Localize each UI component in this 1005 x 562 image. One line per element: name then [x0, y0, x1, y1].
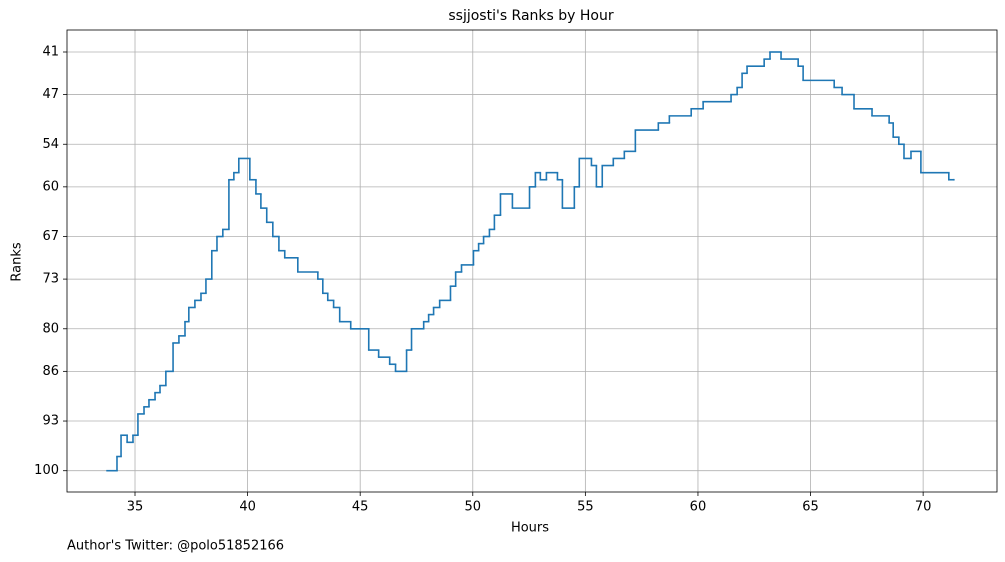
x-tick-label: 65	[802, 500, 819, 515]
x-tick-label: 70	[915, 500, 932, 515]
y-tick-label: 47	[42, 87, 59, 102]
x-axis-label: Hours	[511, 521, 549, 536]
y-tick-label: 54	[42, 137, 59, 152]
y-tick-label: 100	[34, 463, 59, 478]
x-tick-label: 50	[465, 500, 482, 515]
x-tick-label: 60	[690, 500, 707, 515]
y-tick-label: 67	[42, 229, 59, 244]
y-tick-label: 73	[42, 272, 59, 287]
x-tick-label: 35	[127, 500, 144, 515]
y-tick-label: 80	[42, 321, 59, 336]
x-tick-label: 40	[239, 500, 256, 515]
y-tick-label: 41	[42, 45, 59, 60]
chart-title: ssjjosti's Ranks by Hour	[448, 8, 614, 24]
x-tick-label: 45	[352, 500, 369, 515]
step-riser	[116, 52, 950, 471]
plot-frame	[66, 29, 998, 493]
y-tick-label: 86	[42, 364, 59, 379]
x-tick-label: 55	[577, 500, 594, 515]
y-tick-label: 93	[42, 414, 59, 429]
y-axis-label: Ranks	[10, 242, 25, 281]
y-tick-label: 60	[42, 179, 59, 194]
footnote: Author's Twitter: @polo51852166	[67, 539, 284, 554]
